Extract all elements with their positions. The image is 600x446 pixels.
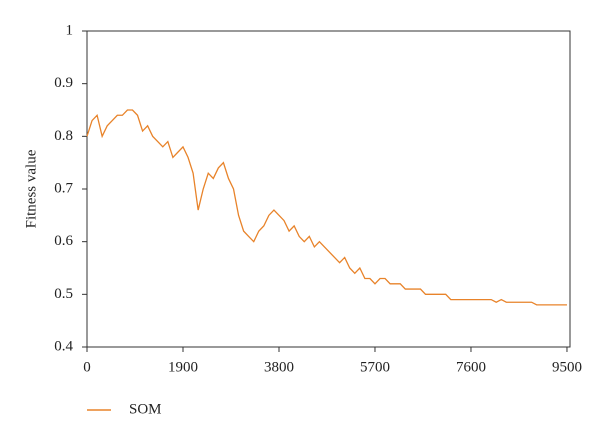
x-tick-label: 7600 <box>456 359 486 375</box>
x-tick-label: 3800 <box>264 359 294 375</box>
legend-label: SOM <box>129 401 162 417</box>
plot-frame <box>86 30 571 348</box>
y-tick-label: 0.9 <box>54 75 73 91</box>
y-axis-label: Fitness value <box>23 149 39 228</box>
x-tick-label: 0 <box>83 359 91 375</box>
y-tick-label: 0.5 <box>54 286 73 302</box>
x-tick-label: 9500 <box>552 359 582 375</box>
data-line <box>86 109 567 306</box>
y-tick-label: 0.6 <box>54 233 73 249</box>
y-tick-label: 1 <box>66 22 74 38</box>
y-tick-label: 0.7 <box>54 180 73 196</box>
y-tick-label: 0.4 <box>54 338 73 354</box>
x-tick-label: 1900 <box>168 359 198 375</box>
x-tick-label: 5700 <box>360 359 390 375</box>
y-tick-label: 0.8 <box>54 128 73 144</box>
